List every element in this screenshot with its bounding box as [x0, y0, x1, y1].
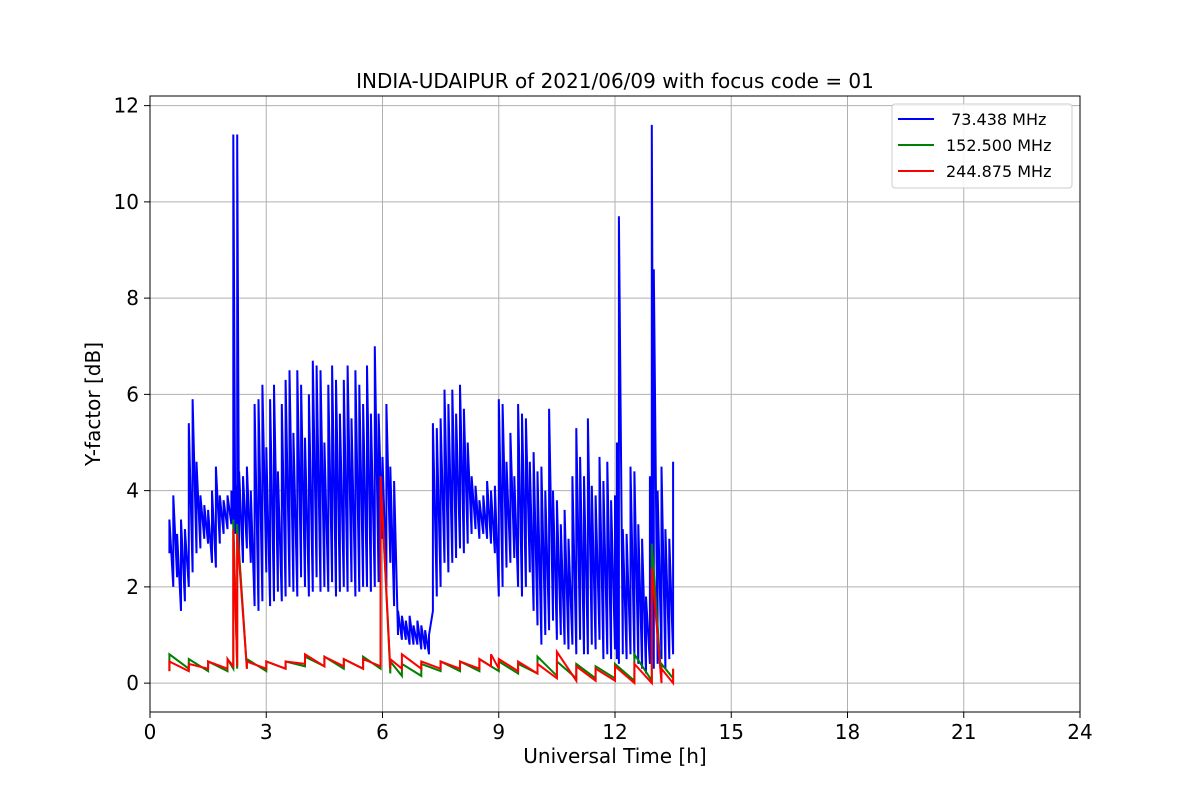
- x-tick-label: 0: [144, 720, 157, 744]
- series-layer: [168, 124, 675, 686]
- x-tick-label: 3: [260, 720, 273, 744]
- chart-title: INDIA-UDAIPUR of 2021/06/09 with focus c…: [356, 69, 874, 93]
- y-tick-label: 12: [114, 94, 139, 118]
- x-tick-label: 15: [719, 720, 744, 744]
- legend-label-73mhz: 73.438 MHz: [946, 110, 1046, 129]
- legend-label-244mhz: 244.875 MHz: [946, 162, 1051, 181]
- x-tick-label: 21: [951, 720, 976, 744]
- x-tick-label: 24: [1067, 720, 1092, 744]
- y-tick-label: 2: [126, 575, 139, 599]
- y-tick-label: 8: [126, 286, 139, 310]
- series-244mhz: [168, 476, 675, 686]
- x-axis-label: Universal Time [h]: [523, 744, 706, 768]
- legend-label-152mhz: 152.500 MHz: [946, 136, 1051, 155]
- x-tick-label: 9: [492, 720, 505, 744]
- y-tick-label: 4: [126, 479, 139, 503]
- y-tick-label: 6: [126, 382, 139, 406]
- series-73mhz: [168, 124, 675, 674]
- x-axis-ticks: 0 3 6 9 12 15 18 21 24: [144, 712, 1093, 744]
- x-tick-label: 18: [835, 720, 860, 744]
- y-tick-label: 0: [126, 671, 139, 695]
- y-axis-label: Y-factor [dB]: [81, 342, 105, 467]
- x-tick-label: 6: [376, 720, 389, 744]
- x-tick-label: 12: [602, 720, 627, 744]
- y-tick-label: 10: [114, 190, 139, 214]
- legend: 73.438 MHz 152.500 MHz 244.875 MHz: [891, 103, 1073, 189]
- y-axis-ticks: 0 2 4 6 8 10 12: [114, 94, 150, 695]
- legend-box: [891, 103, 1073, 189]
